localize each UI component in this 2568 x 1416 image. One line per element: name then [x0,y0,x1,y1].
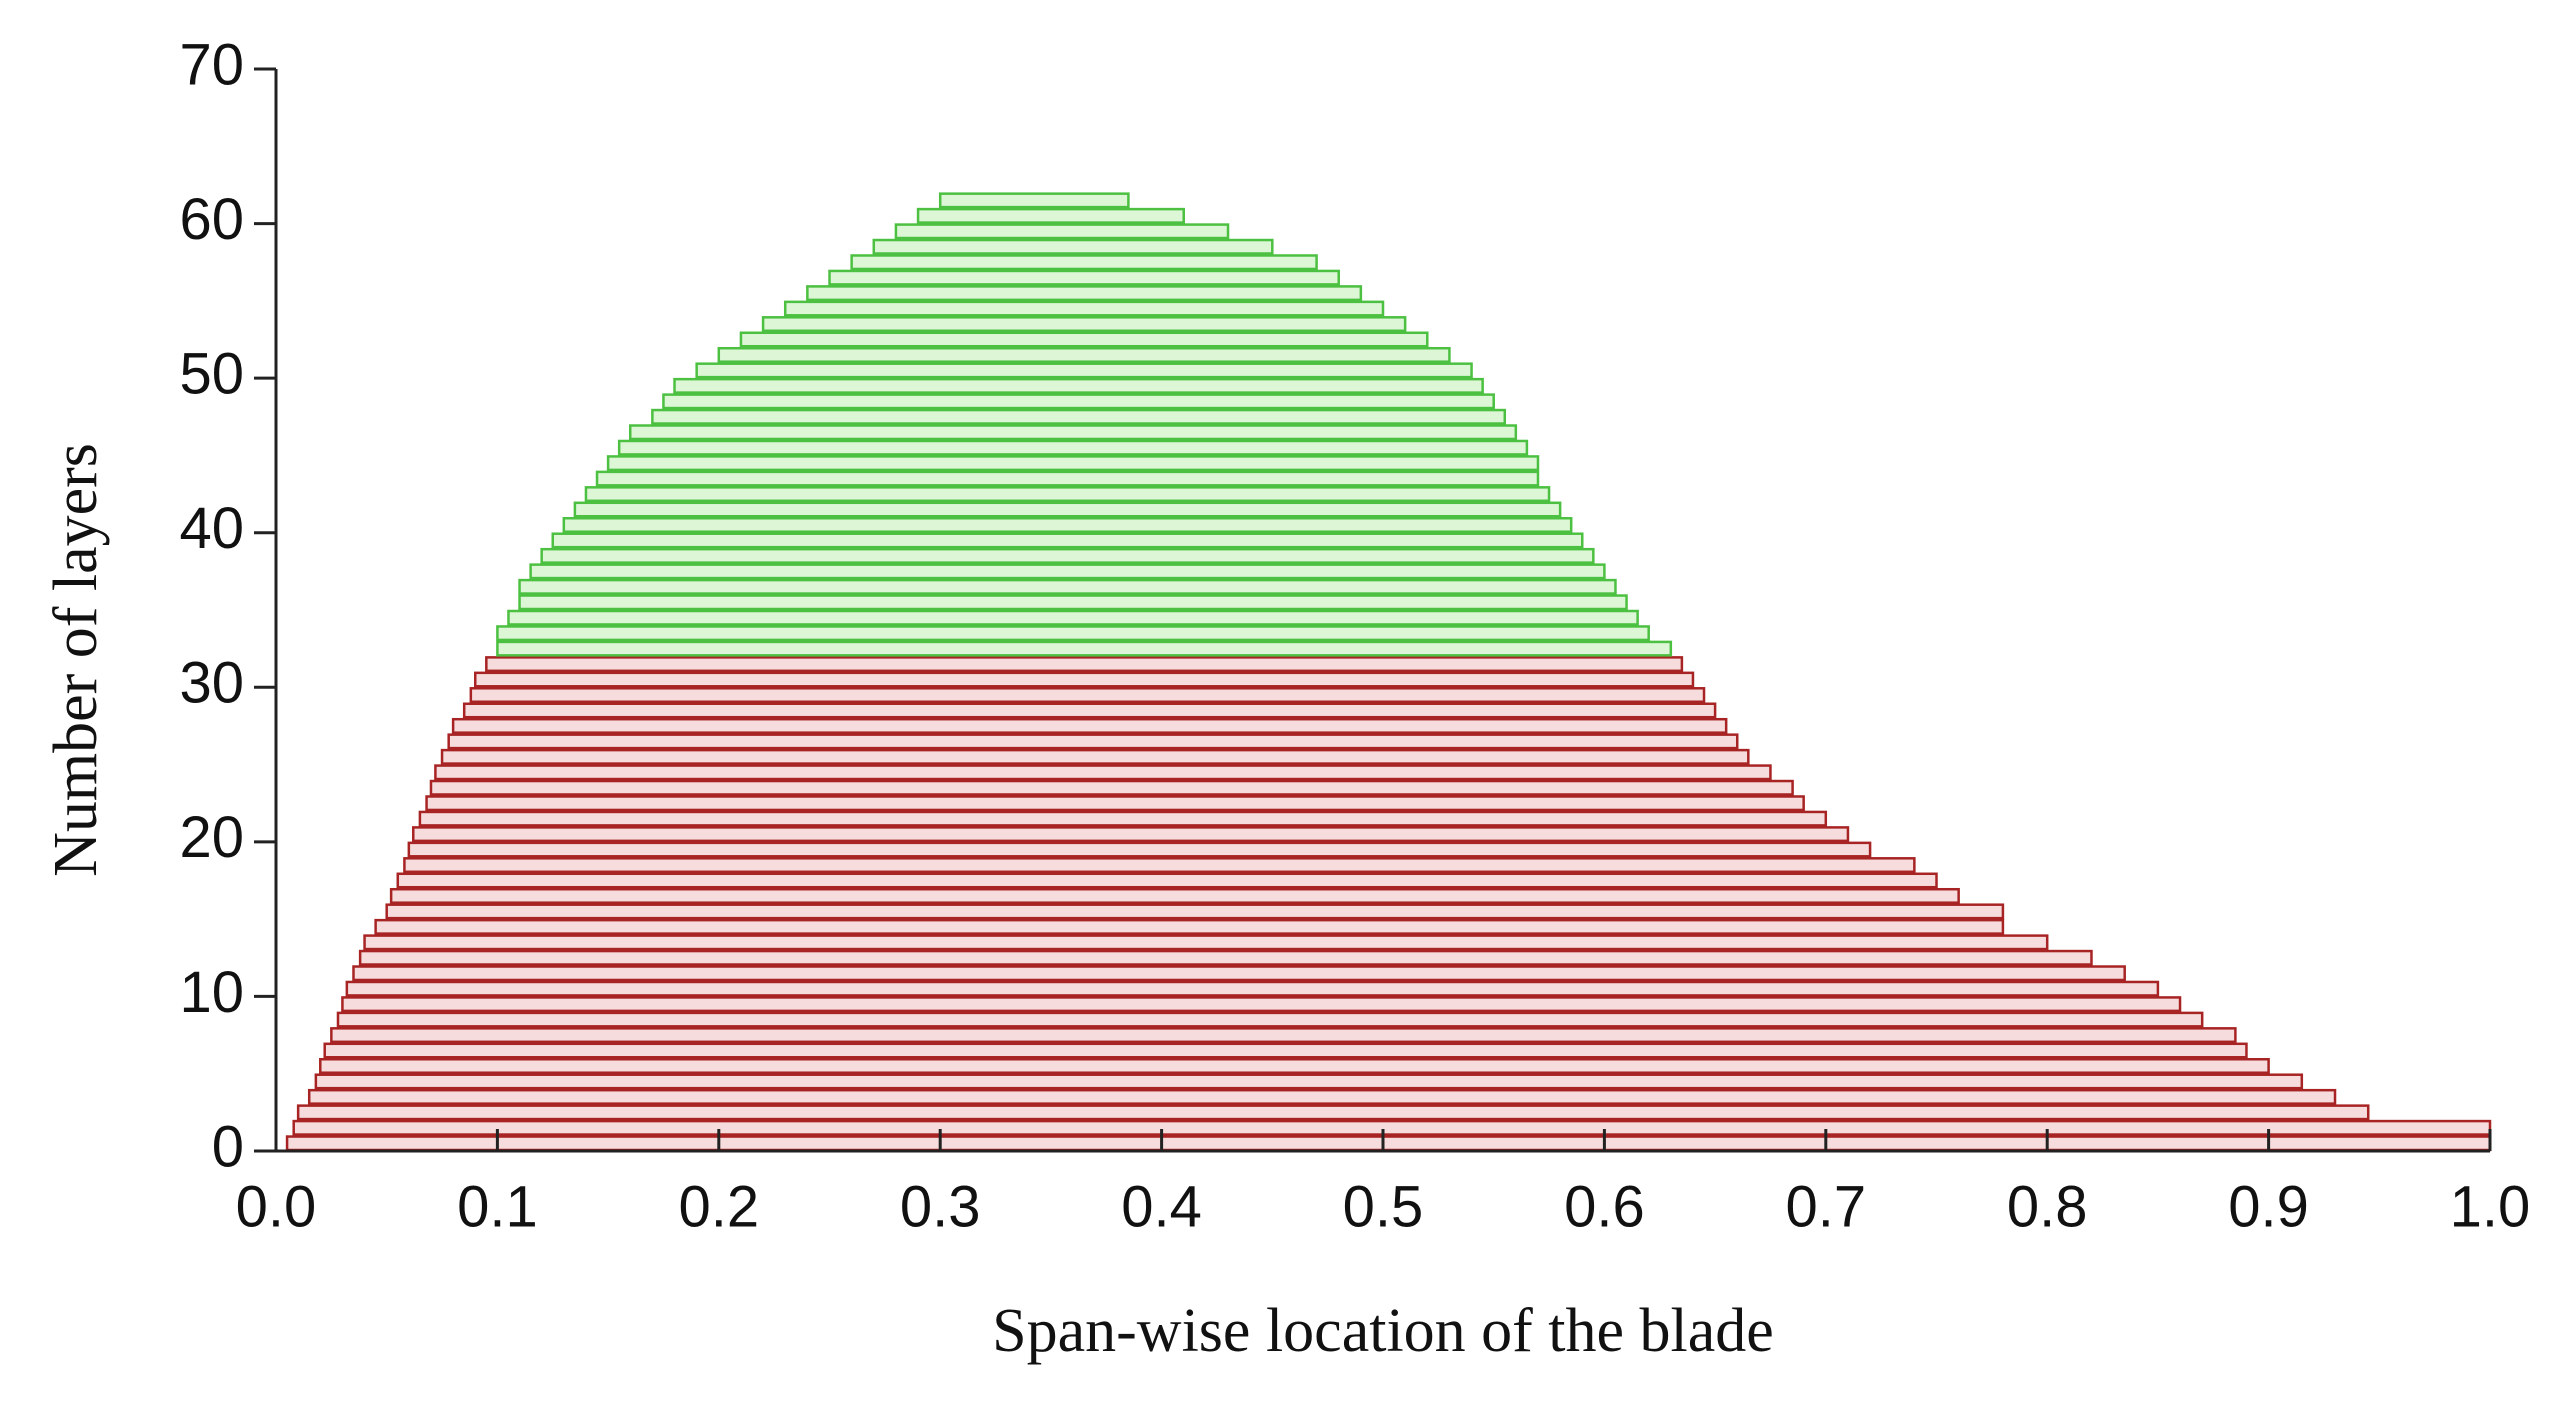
layer-bar [695,362,1473,379]
y-tick-label: 60 [179,187,244,252]
layer-bar [606,455,1540,472]
x-tick-label: 1.0 [2450,1174,2531,1239]
x-tick-label: 0.5 [1343,1174,1424,1239]
layer-bar [673,377,1484,394]
y-tick-label: 10 [179,960,244,1025]
x-tick-label: 0.1 [457,1174,538,1239]
layer-bar [345,980,2160,997]
layer-bar [850,254,1318,271]
layer-bar [292,1119,2492,1136]
layer-bar [341,996,2182,1013]
layer-bar [628,424,1518,441]
x-tick-label: 0.6 [1564,1174,1645,1239]
x-tick-label: 0.4 [1121,1174,1202,1239]
layer-bar [739,331,1429,348]
y-tick-label: 20 [179,805,244,870]
layer-bar [496,640,1673,657]
layer-bar [307,1088,2337,1105]
x-tick-label: 0.7 [1785,1174,1866,1239]
layer-bar [425,795,1805,812]
layer-bar [518,594,1628,611]
layer-bar [389,887,1960,904]
y-tick-label: 70 [179,32,244,97]
layer-bar [584,486,1551,503]
layer-bar [828,269,1340,286]
layer-bar [319,1058,2270,1074]
x-axis-label: Span-wise location of the blade [992,1297,1774,1365]
y-tick-label: 0 [212,1114,244,1179]
layer-bar [617,439,1529,456]
x-tick-label: 0.9 [2228,1174,2309,1239]
layer-bar [285,1135,2492,1152]
layer-bar [403,857,1916,874]
layer-bar [330,1027,2237,1044]
layer-bar [296,1104,2370,1121]
layer-bar [916,207,1185,224]
layer-bar [358,949,2093,966]
layer-bar [407,841,1872,858]
layer-bar [429,779,1794,796]
layer-bar [894,223,1230,240]
layer-bar [540,547,1595,564]
layer-bar [396,872,1938,889]
layer-bar [462,702,1717,719]
layer-bar [485,656,1684,673]
layer-bar [469,687,1706,703]
layer-bar [496,625,1650,642]
layer-bar [434,764,1772,781]
layer-bar [806,285,1363,302]
layer-bar [474,671,1695,688]
y-tick-label: 30 [179,651,244,716]
layer-bar [518,578,1617,595]
layer-bar [352,965,2126,982]
layer-bar [323,1042,2248,1059]
layer-bar [385,903,2005,920]
x-tick-label: 0.0 [236,1174,317,1239]
layer-bar [573,501,1562,518]
y-tick-label: 40 [179,496,244,561]
layer-bar [363,934,2049,951]
y-axis-label: Number of layers [42,443,110,877]
layer-bar [717,346,1451,363]
x-tick-label: 0.8 [2007,1174,2088,1239]
layer-bar [529,563,1606,580]
layer-bar [783,300,1385,317]
layer-bar [761,316,1407,333]
x-tick-label: 0.2 [678,1174,759,1239]
layer-bar [451,717,1728,734]
layer-bar [412,826,1850,843]
layer-bar [872,238,1274,255]
layer-bar [651,408,1507,425]
layer-bar [418,810,1828,827]
layer-bar [562,517,1573,533]
layer-bar [551,532,1584,549]
y-tick-label: 50 [179,341,244,406]
layer-bar [447,733,1739,750]
layer-bar [662,393,1495,410]
layer-bar [938,192,1130,209]
layer-bar [336,1011,2204,1028]
layer-bar [507,609,1639,626]
layer-bar [440,748,1750,765]
layer-bar [595,470,1540,487]
x-tick-label: 0.3 [900,1174,981,1239]
layer-bar [314,1073,2304,1090]
layer-bar [374,918,2005,935]
